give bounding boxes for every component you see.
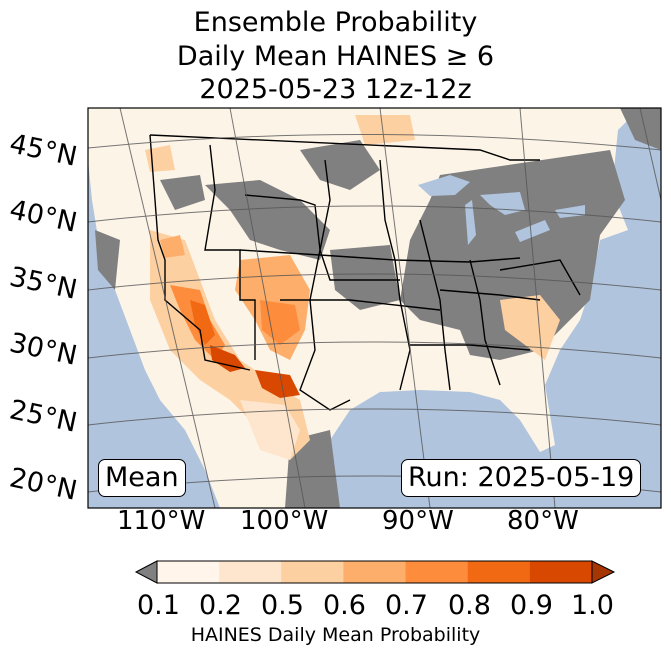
colorbar-tick-label: 0.1 [137,590,180,621]
no-data-areas [95,108,661,508]
colorbar [134,560,616,584]
colorbar-tick-label: 1.0 [571,590,614,621]
lon-label-90: 90°W [382,506,454,536]
mean-label-box: Mean [98,459,186,497]
colorbar-cell [343,561,407,583]
lon-label-110: 110°W [117,506,206,536]
title-line-2: Daily Mean HAINES ≥ 6 [176,41,495,72]
colorbar-over-arrow [591,560,616,584]
map-frame [87,107,662,509]
colorbar-cell [529,561,593,583]
colorbar-under-arrow [134,560,158,584]
colorbar-cell [405,561,469,583]
lon-label-100: 100°W [240,506,329,536]
graticule [88,108,661,508]
colorbar-tick-label: 0.7 [385,590,428,621]
probability-patches [145,115,560,460]
colorbar-cell [467,561,531,583]
colorbar-tick-label: 0.6 [323,590,366,621]
colorbar-cell [281,561,344,583]
colorbar-cell [219,561,282,583]
colorbar-tick-label: 0.8 [448,590,491,621]
colorbar-tick-label: 0.9 [510,590,553,621]
colorbar-tick-label: 0.2 [199,590,242,621]
colorbar-tick-label: 0.5 [261,590,304,621]
title-line-3: 2025-05-23 12z-12z [199,74,472,105]
run-date-box: Run: 2025-05-19 [401,459,642,497]
great-lakes [418,175,585,245]
colorbar-cell [157,561,220,583]
lon-label-80: 80°W [507,506,579,536]
colorbar-title: HAINES Daily Mean Probability [190,624,481,646]
title-line-1: Ensemble Probability [193,7,478,38]
